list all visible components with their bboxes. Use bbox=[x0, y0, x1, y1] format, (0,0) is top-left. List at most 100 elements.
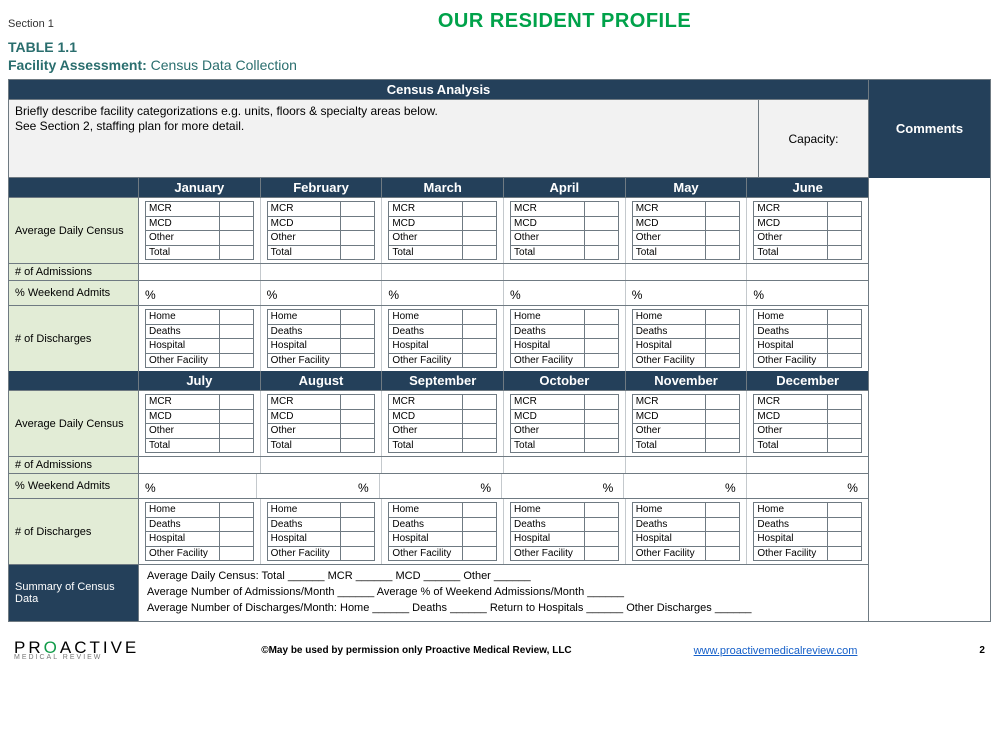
weekend-cell[interactable]: % bbox=[261, 281, 383, 305]
admissions-cell[interactable] bbox=[382, 264, 504, 280]
adc-row: Average Daily CensusMCRMCDOtherTotalMCRM… bbox=[9, 390, 868, 456]
month-header: August bbox=[261, 371, 383, 390]
adc-cell[interactable]: MCRMCDOtherTotal bbox=[504, 391, 626, 456]
weekend-cell[interactable]: % bbox=[502, 474, 624, 498]
subtitle-bold: Facility Assessment: bbox=[8, 57, 147, 73]
adc-cell[interactable]: MCRMCDOtherTotal bbox=[261, 198, 383, 263]
spacer bbox=[9, 371, 139, 390]
month-header: June bbox=[747, 178, 868, 197]
website-link[interactable]: www.proactivemedicalreview.com bbox=[694, 645, 858, 657]
capacity-cell[interactable]: Capacity: bbox=[758, 100, 868, 177]
weekend-cell[interactable]: % bbox=[504, 281, 626, 305]
weekend-cell[interactable]: % bbox=[139, 474, 257, 498]
admissions-cell[interactable] bbox=[139, 264, 261, 280]
month-header-row: JanuaryFebruaryMarchAprilMayJune bbox=[9, 178, 868, 197]
comments-header: Comments bbox=[869, 80, 990, 178]
weekend-cell[interactable]: % bbox=[380, 474, 502, 498]
summary-body[interactable]: Average Daily Census: Total ______ MCR _… bbox=[139, 565, 868, 621]
weekend-row: % Weekend Admits%%%%%% bbox=[9, 473, 868, 498]
adc-cell[interactable]: MCRMCDOtherTotal bbox=[504, 198, 626, 263]
weekend-label: % Weekend Admits bbox=[9, 281, 139, 305]
discharges-row: # of DischargesHomeDeathsHospitalOther F… bbox=[9, 498, 868, 564]
weekend-cell[interactable]: % bbox=[624, 474, 746, 498]
weekend-cell[interactable]: % bbox=[747, 474, 868, 498]
month-header: April bbox=[504, 178, 626, 197]
footer: PROACTIVE MEDICAL REVIEW ©May be used by… bbox=[8, 640, 991, 662]
discharges-cell[interactable]: HomeDeathsHospitalOther Facility bbox=[139, 499, 261, 564]
weekend-cell[interactable]: % bbox=[747, 281, 868, 305]
month-header: January bbox=[139, 178, 261, 197]
admissions-row: # of Admissions bbox=[9, 456, 868, 473]
admissions-row: # of Admissions bbox=[9, 263, 868, 280]
discharges-cell[interactable]: HomeDeathsHospitalOther Facility bbox=[261, 499, 383, 564]
month-header: October bbox=[504, 371, 626, 390]
month-header: September bbox=[382, 371, 504, 390]
description-text: Briefly describe facility categorization… bbox=[9, 100, 758, 177]
census-analysis-header: Census Analysis bbox=[9, 80, 868, 100]
weekend-cell[interactable]: % bbox=[139, 281, 261, 305]
adc-cell[interactable]: MCRMCDOtherTotal bbox=[139, 391, 261, 456]
discharges-cell[interactable]: HomeDeathsHospitalOther Facility bbox=[382, 306, 504, 371]
month-header: November bbox=[626, 371, 748, 390]
table-number: TABLE 1.1 bbox=[8, 39, 991, 55]
admissions-cell[interactable] bbox=[382, 457, 504, 473]
subtitle: Facility Assessment: Census Data Collect… bbox=[8, 57, 991, 73]
comments-body[interactable] bbox=[869, 178, 990, 621]
copyright: ©May be used by permission only Proactiv… bbox=[261, 645, 571, 656]
admissions-cell[interactable] bbox=[747, 457, 868, 473]
discharges-cell[interactable]: HomeDeathsHospitalOther Facility bbox=[261, 306, 383, 371]
adc-cell[interactable]: MCRMCDOtherTotal bbox=[626, 198, 748, 263]
admissions-cell[interactable] bbox=[139, 457, 261, 473]
page-title: OUR RESIDENT PROFILE bbox=[298, 10, 831, 33]
discharges-cell[interactable]: HomeDeathsHospitalOther Facility bbox=[747, 499, 868, 564]
adc-cell[interactable]: MCRMCDOtherTotal bbox=[261, 391, 383, 456]
summary-row: Summary of Census DataAverage Daily Cens… bbox=[9, 564, 868, 621]
weekend-cell[interactable]: % bbox=[382, 281, 504, 305]
discharges-cell[interactable]: HomeDeathsHospitalOther Facility bbox=[504, 306, 626, 371]
discharges-cell[interactable]: HomeDeathsHospitalOther Facility bbox=[139, 306, 261, 371]
month-header: March bbox=[382, 178, 504, 197]
month-header: December bbox=[747, 371, 868, 390]
adc-cell[interactable]: MCRMCDOtherTotal bbox=[139, 198, 261, 263]
adc-label: Average Daily Census bbox=[9, 391, 139, 456]
adc-row: Average Daily CensusMCRMCDOtherTotalMCRM… bbox=[9, 197, 868, 263]
adc-cell[interactable]: MCRMCDOtherTotal bbox=[382, 198, 504, 263]
discharges-label: # of Discharges bbox=[9, 306, 139, 371]
admissions-cell[interactable] bbox=[261, 457, 383, 473]
admissions-cell[interactable] bbox=[504, 264, 626, 280]
adc-cell[interactable]: MCRMCDOtherTotal bbox=[626, 391, 748, 456]
discharges-cell[interactable]: HomeDeathsHospitalOther Facility bbox=[626, 499, 748, 564]
main-table: Census AnalysisBriefly describe facility… bbox=[8, 79, 991, 622]
discharges-cell[interactable]: HomeDeathsHospitalOther Facility bbox=[504, 499, 626, 564]
admissions-cell[interactable] bbox=[626, 264, 748, 280]
admissions-label: # of Admissions bbox=[9, 457, 139, 473]
discharges-row: # of DischargesHomeDeathsHospitalOther F… bbox=[9, 305, 868, 371]
adc-cell[interactable]: MCRMCDOtherTotal bbox=[747, 391, 868, 456]
adc-label: Average Daily Census bbox=[9, 198, 139, 263]
summary-label: Summary of Census Data bbox=[9, 565, 139, 621]
weekend-label: % Weekend Admits bbox=[9, 474, 139, 498]
month-header: July bbox=[139, 371, 261, 390]
spacer bbox=[9, 178, 139, 197]
weekend-cell[interactable]: % bbox=[257, 474, 379, 498]
admissions-cell[interactable] bbox=[261, 264, 383, 280]
adc-cell[interactable]: MCRMCDOtherTotal bbox=[382, 391, 504, 456]
month-header-row: JulyAugustSeptemberOctoberNovemberDecemb… bbox=[9, 371, 868, 390]
discharges-cell[interactable]: HomeDeathsHospitalOther Facility bbox=[382, 499, 504, 564]
weekend-cell[interactable]: % bbox=[626, 281, 748, 305]
month-header: May bbox=[626, 178, 748, 197]
month-header: February bbox=[261, 178, 383, 197]
weekend-row: % Weekend Admits%%%%%% bbox=[9, 280, 868, 305]
subtitle-rest: Census Data Collection bbox=[147, 57, 297, 73]
discharges-cell[interactable]: HomeDeathsHospitalOther Facility bbox=[747, 306, 868, 371]
discharges-cell[interactable]: HomeDeathsHospitalOther Facility bbox=[626, 306, 748, 371]
admissions-label: # of Admissions bbox=[9, 264, 139, 280]
adc-cell[interactable]: MCRMCDOtherTotal bbox=[747, 198, 868, 263]
admissions-cell[interactable] bbox=[626, 457, 748, 473]
logo: PROACTIVE MEDICAL REVIEW bbox=[14, 640, 139, 662]
page-number: 2 bbox=[979, 645, 985, 656]
description-row: Briefly describe facility categorization… bbox=[9, 100, 868, 178]
section-label: Section 1 bbox=[8, 18, 298, 30]
admissions-cell[interactable] bbox=[504, 457, 626, 473]
admissions-cell[interactable] bbox=[747, 264, 868, 280]
